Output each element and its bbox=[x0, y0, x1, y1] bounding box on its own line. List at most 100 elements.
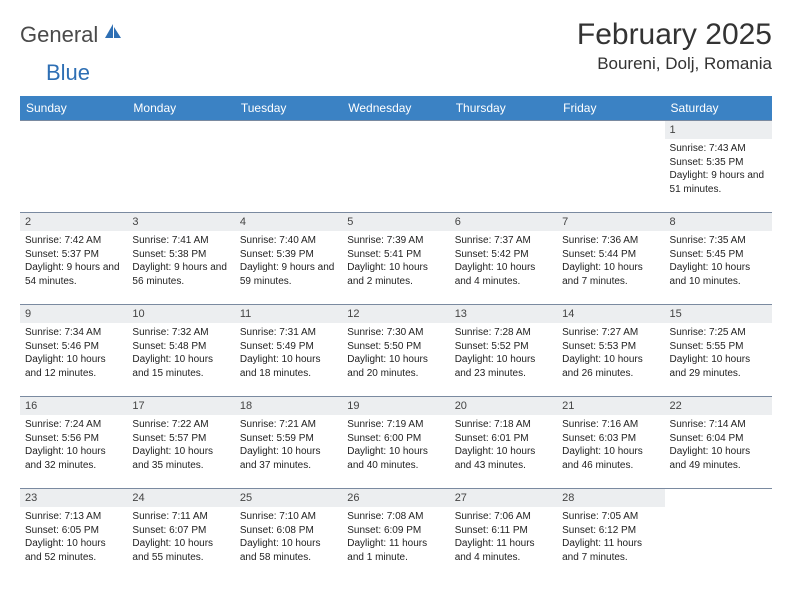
sunrise-line: Sunrise: 7:34 AM bbox=[25, 326, 122, 340]
daylight-line: Daylight: 10 hours and 35 minutes. bbox=[132, 445, 229, 472]
day-details: Sunrise: 7:14 AMSunset: 6:04 PMDaylight:… bbox=[665, 415, 772, 476]
day-number: 12 bbox=[342, 305, 449, 323]
sunrise-line: Sunrise: 7:40 AM bbox=[240, 234, 337, 248]
day-number: 28 bbox=[557, 489, 664, 507]
day-number: 19 bbox=[342, 397, 449, 415]
sunset-line: Sunset: 5:48 PM bbox=[132, 340, 229, 354]
calendar-week-row: 23Sunrise: 7:13 AMSunset: 6:05 PMDayligh… bbox=[20, 489, 772, 581]
location-label: Boureni, Dolj, Romania bbox=[577, 54, 772, 74]
day-number: 3 bbox=[127, 213, 234, 231]
sunset-line: Sunset: 6:08 PM bbox=[240, 524, 337, 538]
calendar-day-cell: 10Sunrise: 7:32 AMSunset: 5:48 PMDayligh… bbox=[127, 305, 234, 397]
day-number: 26 bbox=[342, 489, 449, 507]
day-details: Sunrise: 7:28 AMSunset: 5:52 PMDaylight:… bbox=[450, 323, 557, 384]
day-details: Sunrise: 7:18 AMSunset: 6:01 PMDaylight:… bbox=[450, 415, 557, 476]
sunset-line: Sunset: 5:49 PM bbox=[240, 340, 337, 354]
day-number: 6 bbox=[450, 213, 557, 231]
day-details: Sunrise: 7:31 AMSunset: 5:49 PMDaylight:… bbox=[235, 323, 342, 384]
daylight-line: Daylight: 10 hours and 10 minutes. bbox=[670, 261, 767, 288]
day-number: 21 bbox=[557, 397, 664, 415]
calendar-day-cell: 18Sunrise: 7:21 AMSunset: 5:59 PMDayligh… bbox=[235, 397, 342, 489]
day-details: Sunrise: 7:24 AMSunset: 5:56 PMDaylight:… bbox=[20, 415, 127, 476]
calendar-week-row: 16Sunrise: 7:24 AMSunset: 5:56 PMDayligh… bbox=[20, 397, 772, 489]
sunrise-line: Sunrise: 7:06 AM bbox=[455, 510, 552, 524]
sunrise-line: Sunrise: 7:31 AM bbox=[240, 326, 337, 340]
day-number: 5 bbox=[342, 213, 449, 231]
weekday-header: Wednesday bbox=[342, 96, 449, 121]
sunset-line: Sunset: 5:59 PM bbox=[240, 432, 337, 446]
sunset-line: Sunset: 6:03 PM bbox=[562, 432, 659, 446]
day-number: 24 bbox=[127, 489, 234, 507]
day-details: Sunrise: 7:35 AMSunset: 5:45 PMDaylight:… bbox=[665, 231, 772, 292]
weekday-header: Monday bbox=[127, 96, 234, 121]
daylight-line: Daylight: 10 hours and 23 minutes. bbox=[455, 353, 552, 380]
calendar-day-cell: 19Sunrise: 7:19 AMSunset: 6:00 PMDayligh… bbox=[342, 397, 449, 489]
weekday-header: Sunday bbox=[20, 96, 127, 121]
day-details: Sunrise: 7:30 AMSunset: 5:50 PMDaylight:… bbox=[342, 323, 449, 384]
day-details: Sunrise: 7:13 AMSunset: 6:05 PMDaylight:… bbox=[20, 507, 127, 568]
day-details: Sunrise: 7:32 AMSunset: 5:48 PMDaylight:… bbox=[127, 323, 234, 384]
day-details: Sunrise: 7:10 AMSunset: 6:08 PMDaylight:… bbox=[235, 507, 342, 568]
sunrise-line: Sunrise: 7:24 AM bbox=[25, 418, 122, 432]
daylight-line: Daylight: 10 hours and 4 minutes. bbox=[455, 261, 552, 288]
brand-logo: General bbox=[20, 18, 125, 48]
daylight-line: Daylight: 10 hours and 43 minutes. bbox=[455, 445, 552, 472]
day-number: 8 bbox=[665, 213, 772, 231]
day-details: Sunrise: 7:06 AMSunset: 6:11 PMDaylight:… bbox=[450, 507, 557, 568]
sunset-line: Sunset: 6:04 PM bbox=[670, 432, 767, 446]
day-details: Sunrise: 7:40 AMSunset: 5:39 PMDaylight:… bbox=[235, 231, 342, 292]
sunrise-line: Sunrise: 7:37 AM bbox=[455, 234, 552, 248]
daylight-line: Daylight: 10 hours and 58 minutes. bbox=[240, 537, 337, 564]
day-number: 9 bbox=[20, 305, 127, 323]
daylight-line: Daylight: 10 hours and 20 minutes. bbox=[347, 353, 444, 380]
calendar-day-cell: 4Sunrise: 7:40 AMSunset: 5:39 PMDaylight… bbox=[235, 213, 342, 305]
sunrise-line: Sunrise: 7:10 AM bbox=[240, 510, 337, 524]
sunrise-line: Sunrise: 7:11 AM bbox=[132, 510, 229, 524]
calendar-day-cell: 1Sunrise: 7:43 AMSunset: 5:35 PMDaylight… bbox=[665, 121, 772, 213]
calendar-day-cell: 12Sunrise: 7:30 AMSunset: 5:50 PMDayligh… bbox=[342, 305, 449, 397]
day-number: 13 bbox=[450, 305, 557, 323]
day-number: 4 bbox=[235, 213, 342, 231]
calendar-day-cell: 9Sunrise: 7:34 AMSunset: 5:46 PMDaylight… bbox=[20, 305, 127, 397]
sunset-line: Sunset: 5:39 PM bbox=[240, 248, 337, 262]
day-details: Sunrise: 7:27 AMSunset: 5:53 PMDaylight:… bbox=[557, 323, 664, 384]
calendar-empty-cell bbox=[127, 121, 234, 213]
day-details: Sunrise: 7:21 AMSunset: 5:59 PMDaylight:… bbox=[235, 415, 342, 476]
day-details: Sunrise: 7:36 AMSunset: 5:44 PMDaylight:… bbox=[557, 231, 664, 292]
sunset-line: Sunset: 5:50 PM bbox=[347, 340, 444, 354]
calendar-day-cell: 15Sunrise: 7:25 AMSunset: 5:55 PMDayligh… bbox=[665, 305, 772, 397]
sunrise-line: Sunrise: 7:16 AM bbox=[562, 418, 659, 432]
sunrise-line: Sunrise: 7:13 AM bbox=[25, 510, 122, 524]
calendar-day-cell: 24Sunrise: 7:11 AMSunset: 6:07 PMDayligh… bbox=[127, 489, 234, 581]
calendar-week-row: 9Sunrise: 7:34 AMSunset: 5:46 PMDaylight… bbox=[20, 305, 772, 397]
calendar-day-cell: 2Sunrise: 7:42 AMSunset: 5:37 PMDaylight… bbox=[20, 213, 127, 305]
daylight-line: Daylight: 10 hours and 46 minutes. bbox=[562, 445, 659, 472]
calendar-day-cell: 28Sunrise: 7:05 AMSunset: 6:12 PMDayligh… bbox=[557, 489, 664, 581]
daylight-line: Daylight: 10 hours and 32 minutes. bbox=[25, 445, 122, 472]
day-details: Sunrise: 7:11 AMSunset: 6:07 PMDaylight:… bbox=[127, 507, 234, 568]
day-details: Sunrise: 7:16 AMSunset: 6:03 PMDaylight:… bbox=[557, 415, 664, 476]
daylight-line: Daylight: 10 hours and 7 minutes. bbox=[562, 261, 659, 288]
sunset-line: Sunset: 6:00 PM bbox=[347, 432, 444, 446]
daylight-line: Daylight: 11 hours and 7 minutes. bbox=[562, 537, 659, 564]
day-number: 22 bbox=[665, 397, 772, 415]
day-number: 17 bbox=[127, 397, 234, 415]
day-number: 15 bbox=[665, 305, 772, 323]
day-number: 20 bbox=[450, 397, 557, 415]
sunrise-line: Sunrise: 7:19 AM bbox=[347, 418, 444, 432]
sunset-line: Sunset: 6:07 PM bbox=[132, 524, 229, 538]
sunrise-line: Sunrise: 7:32 AM bbox=[132, 326, 229, 340]
day-number: 23 bbox=[20, 489, 127, 507]
weekday-header: Tuesday bbox=[235, 96, 342, 121]
sunset-line: Sunset: 6:05 PM bbox=[25, 524, 122, 538]
daylight-line: Daylight: 9 hours and 54 minutes. bbox=[25, 261, 122, 288]
sunset-line: Sunset: 5:55 PM bbox=[670, 340, 767, 354]
sunset-line: Sunset: 5:37 PM bbox=[25, 248, 122, 262]
day-details: Sunrise: 7:43 AMSunset: 5:35 PMDaylight:… bbox=[665, 139, 772, 200]
calendar-day-cell: 17Sunrise: 7:22 AMSunset: 5:57 PMDayligh… bbox=[127, 397, 234, 489]
weekday-header: Saturday bbox=[665, 96, 772, 121]
sunset-line: Sunset: 5:52 PM bbox=[455, 340, 552, 354]
day-number: 16 bbox=[20, 397, 127, 415]
brand-word-1: General bbox=[20, 22, 98, 48]
daylight-line: Daylight: 10 hours and 2 minutes. bbox=[347, 261, 444, 288]
